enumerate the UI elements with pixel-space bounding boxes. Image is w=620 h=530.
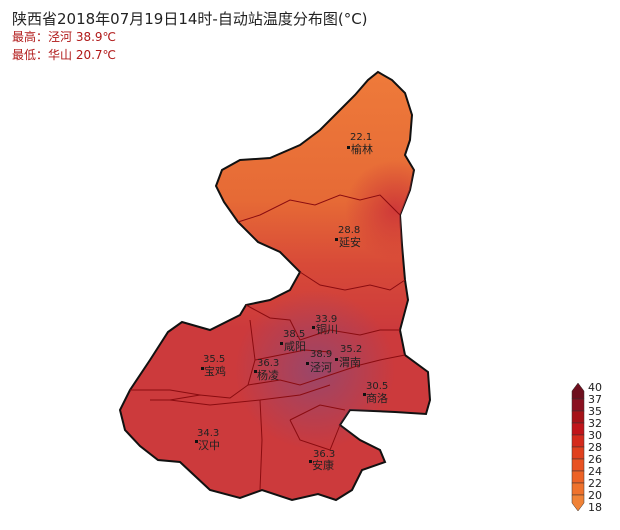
legend-swatch: [571, 422, 585, 436]
svg-text:榆林: 榆林: [351, 142, 373, 156]
legend-tick-label: 37: [588, 393, 602, 406]
max-temp-line: 最高：泾河 38.9℃: [12, 30, 117, 44]
shaanxi-province: [118, 70, 432, 502]
svg-text:35.5: 35.5: [203, 354, 225, 365]
svg-text:38.5: 38.5: [283, 329, 305, 340]
legend-swatch: [571, 398, 585, 412]
legend-tick-label: 32: [588, 417, 602, 430]
svg-text:35.2: 35.2: [340, 344, 362, 355]
station-yangling: 36.3杨凌: [254, 358, 279, 382]
legend-tick-label: 26: [588, 453, 602, 466]
station-hanzhong: 34.3汉中: [195, 428, 220, 452]
legend-swatch: [571, 470, 585, 484]
legend-tick-label: 18: [588, 501, 602, 514]
svg-text:28.8: 28.8: [338, 225, 360, 236]
svg-text:杨凌: 杨凌: [257, 368, 279, 382]
legend-tick-label: 40: [588, 381, 602, 394]
svg-text:泾河: 泾河: [310, 361, 332, 374]
svg-text:34.3: 34.3: [197, 428, 219, 439]
map-title: 陕西省2018年07月19日14时-自动站温度分布图(°C): [12, 10, 368, 28]
station-xianyang: 38.5咸阳: [280, 329, 306, 353]
svg-text:22.1: 22.1: [350, 132, 372, 143]
station-yanan: 28.8延安: [335, 225, 361, 249]
station-labels: 22.1榆林 28.8延安 33.9铜川 38.5咸阳 38.9泾河 35.2渭…: [195, 132, 388, 472]
station-yulin: 22.1榆林: [347, 132, 373, 156]
svg-text:38.9: 38.9: [310, 349, 332, 360]
legend-swatch: [571, 458, 585, 472]
min-temp-line: 最低：华山 20.7℃: [12, 48, 117, 62]
legend-tick-label: 28: [588, 441, 602, 454]
legend-swatch: [571, 494, 585, 512]
svg-text:汉中: 汉中: [198, 439, 220, 452]
station-tongchuan: 33.9铜川: [312, 314, 338, 336]
legend-swatch: [571, 446, 585, 460]
legend-tick-label: 30: [588, 429, 602, 442]
legend-swatch: [571, 410, 585, 424]
svg-text:渭南: 渭南: [339, 356, 361, 369]
station-baoji: 35.5宝鸡: [201, 354, 226, 378]
district-boundaries: [130, 194, 406, 491]
svg-text:延安: 延安: [339, 235, 361, 249]
svg-text:33.9: 33.9: [315, 314, 337, 325]
legend-tick-label: 35: [588, 405, 602, 418]
legend-tick-label: 24: [588, 465, 602, 478]
legend-swatch: [571, 482, 585, 496]
svg-text:36.3: 36.3: [257, 358, 279, 369]
legend-swatch: [571, 382, 585, 400]
station-shangluo: 30.5商洛: [363, 381, 388, 405]
legend-tick-label: 20: [588, 489, 602, 502]
svg-text:安康: 安康: [312, 458, 334, 472]
svg-text:咸阳: 咸阳: [284, 340, 306, 353]
svg-text:30.5: 30.5: [366, 381, 388, 392]
svg-text:铜川: 铜川: [316, 322, 338, 336]
legend-swatch: [571, 434, 585, 448]
svg-text:商洛: 商洛: [366, 391, 388, 405]
legend-tick-label: 22: [588, 477, 602, 490]
svg-text:36.3: 36.3: [313, 449, 335, 460]
station-weinan: 35.2渭南: [335, 344, 362, 369]
station-ankang: 36.3安康: [309, 449, 335, 472]
svg-text:宝鸡: 宝鸡: [204, 364, 226, 378]
station-jinghe: 38.9泾河: [306, 349, 332, 374]
